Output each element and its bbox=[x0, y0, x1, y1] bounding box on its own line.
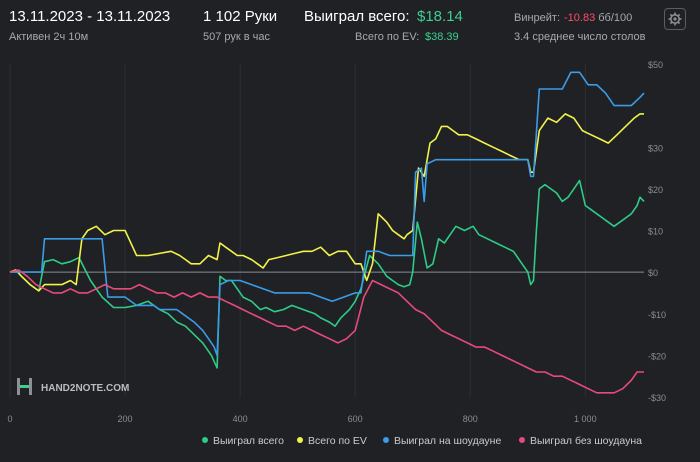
ev-total-value: $38.39 bbox=[425, 31, 459, 43]
gear-icon[interactable] bbox=[664, 8, 686, 30]
legend-dot bbox=[519, 437, 525, 443]
legend-item-won-total[interactable]: Выиграл всего bbox=[202, 435, 284, 447]
won-total-label: Выиграл всего: bbox=[304, 8, 410, 25]
legend-dot bbox=[297, 437, 303, 443]
ev-total-label: Всего по EV: bbox=[355, 31, 420, 43]
y-tick-label: $0 bbox=[648, 268, 658, 278]
legend-dot bbox=[383, 437, 389, 443]
series-line-0 bbox=[9, 179, 645, 369]
x-tick-label: 600 bbox=[348, 414, 363, 424]
y-tick-label: -$10 bbox=[648, 310, 666, 320]
y-tick-label: -$20 bbox=[648, 351, 666, 361]
x-tick-label: 200 bbox=[118, 414, 133, 424]
series-line-1 bbox=[9, 113, 644, 292]
y-tick-label: $50 bbox=[648, 60, 663, 70]
watermark-brand: HAND2NOTE.COM bbox=[41, 383, 129, 394]
y-tick-label: $30 bbox=[648, 143, 663, 153]
series-line-3 bbox=[9, 269, 644, 394]
avg-tables: 3.4 среднее число столов bbox=[514, 31, 646, 43]
legend-item-ev-total[interactable]: Всего по EV bbox=[297, 435, 367, 447]
legend-item-won-no-showdown[interactable]: Выиграл без шоудауна bbox=[519, 435, 642, 447]
x-tick-label: 800 bbox=[463, 414, 478, 424]
x-tick-label: 0 bbox=[7, 414, 12, 424]
profit-chart: $50 $30 $20 $10 $0 -$10 -$20 -$30 0 200 400 600 800… bbox=[7, 60, 666, 424]
series-line-2 bbox=[10, 71, 645, 357]
y-tick-label: $10 bbox=[648, 227, 663, 237]
legend-item-won-showdown[interactable]: Выиграл на шоудауне bbox=[383, 435, 501, 447]
legend-dot bbox=[202, 437, 208, 443]
x-tick-label: 1 000 bbox=[574, 414, 597, 424]
winrate-value: -10.83 бб/100 bbox=[564, 12, 633, 24]
date-range: 13.11.2023 - 13.11.2023 bbox=[9, 8, 171, 25]
watermark: HAND2NOTE.COM bbox=[17, 378, 129, 395]
y-tick-label: $20 bbox=[648, 185, 663, 195]
won-total-value: $18.14 bbox=[417, 8, 463, 25]
x-tick-label: 400 bbox=[233, 414, 248, 424]
hands-count: 1 102 Руки bbox=[203, 8, 278, 25]
hand2note-logo-icon bbox=[17, 378, 32, 395]
winrate-label: Винрейт: bbox=[514, 12, 561, 24]
hands-per-hour: 507 рук в час bbox=[203, 31, 271, 43]
y-tick-label: -$30 bbox=[648, 393, 666, 403]
header: 13.11.2023 - 13.11.2023 Активен 2ч 10м 1… bbox=[0, 0, 700, 56]
active-time: Активен 2ч 10м bbox=[9, 31, 89, 43]
